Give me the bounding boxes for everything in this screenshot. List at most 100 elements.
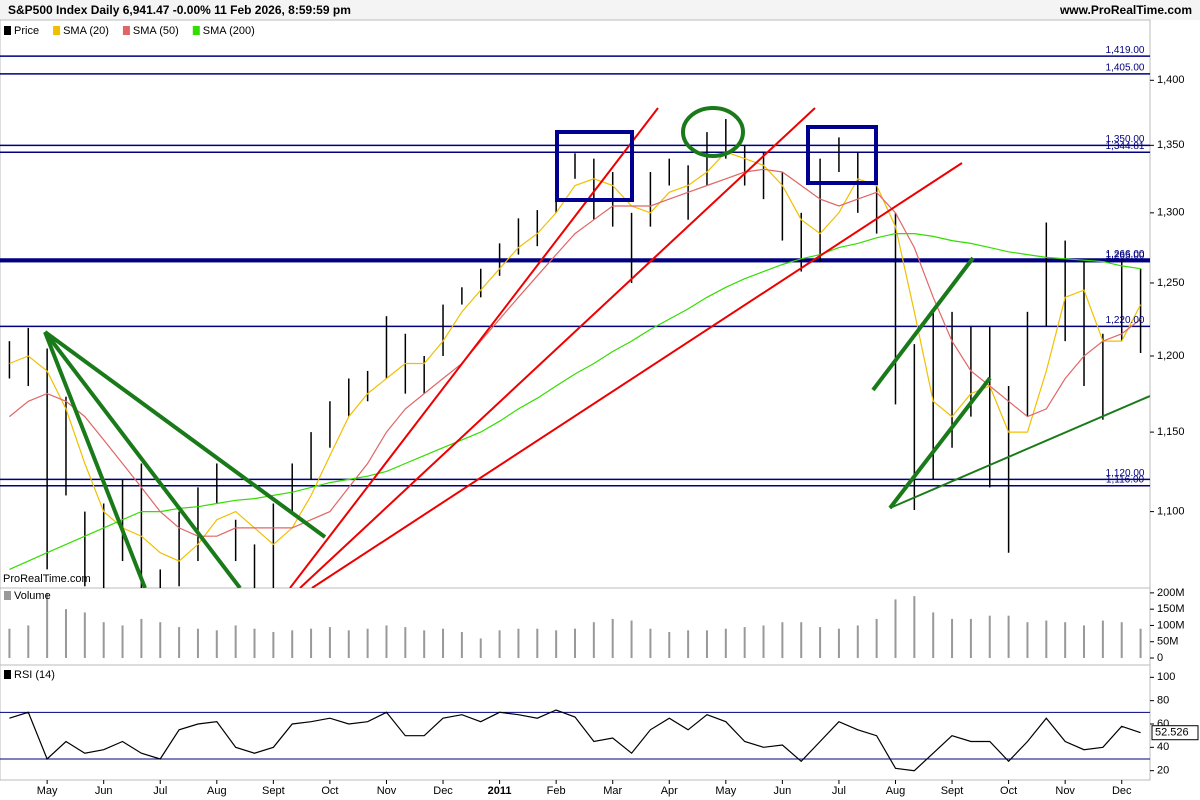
volume-bar bbox=[121, 625, 124, 658]
legend-swatch bbox=[4, 670, 11, 679]
volume-bar bbox=[856, 625, 859, 658]
volume-bar bbox=[894, 599, 897, 658]
volume-bar bbox=[460, 631, 463, 658]
legend-swatch bbox=[4, 26, 11, 35]
header-title: S&P500 Index Daily 6,941.47 -0.00% 11 Fe… bbox=[8, 3, 351, 17]
ma-line bbox=[9, 233, 1141, 570]
volume-bar bbox=[1026, 622, 1029, 658]
last-value-label: 52.526 bbox=[1155, 727, 1189, 739]
volume-bar bbox=[423, 630, 426, 658]
volume-bar bbox=[913, 596, 916, 658]
trendline bbox=[888, 376, 992, 510]
volume-bar bbox=[724, 628, 727, 658]
y-tick-label: 1,250 bbox=[1157, 277, 1185, 289]
x-tick-label: May bbox=[715, 785, 736, 797]
volume-bar bbox=[498, 630, 501, 658]
drawings bbox=[43, 106, 1150, 588]
volume-bar bbox=[46, 592, 49, 658]
volume-bar bbox=[536, 628, 539, 658]
level-label: 1,120.00 bbox=[1106, 468, 1145, 479]
level-label: 1,419.00 bbox=[1106, 45, 1145, 56]
y-tick-label: 0 bbox=[1157, 652, 1163, 664]
x-tick-label: Jul bbox=[153, 785, 167, 797]
y-tick-label: 1,300 bbox=[1157, 207, 1185, 219]
level-label: 1,405.00 bbox=[1106, 63, 1145, 74]
x-tick-label: Dec bbox=[1112, 785, 1132, 797]
volume-bar bbox=[27, 625, 30, 658]
y-tick-label: 100M bbox=[1157, 619, 1185, 631]
y-tick-label: 1,150 bbox=[1157, 426, 1185, 438]
rsi-panel bbox=[0, 664, 1151, 781]
y-tick-label: 1,350 bbox=[1157, 139, 1185, 151]
legend-swatch bbox=[122, 26, 130, 35]
volume-bar bbox=[800, 622, 803, 658]
highlight-circle bbox=[681, 106, 745, 158]
panel-title: Volume bbox=[14, 590, 51, 602]
volume-bar bbox=[951, 618, 954, 658]
x-tick-label: Nov bbox=[377, 785, 397, 797]
volume-bar bbox=[310, 628, 313, 658]
volume-bar bbox=[479, 638, 482, 658]
volume-bar bbox=[1007, 615, 1010, 658]
volume-bar bbox=[8, 628, 11, 658]
volume-bar bbox=[83, 612, 86, 658]
level-label: 1,116.00 bbox=[1106, 474, 1145, 485]
volume-bar bbox=[1045, 620, 1048, 658]
highlight-box bbox=[555, 130, 634, 202]
legend-swatch bbox=[4, 591, 11, 600]
volume-bar bbox=[442, 628, 445, 658]
trendline bbox=[889, 395, 1150, 509]
price-panel bbox=[0, 19, 1151, 589]
header-bar bbox=[0, 0, 1200, 20]
y-tick-label: 1,200 bbox=[1157, 350, 1185, 362]
price-marks bbox=[0, 55, 1150, 588]
volume-bar bbox=[649, 628, 652, 658]
volume-bar bbox=[102, 622, 105, 658]
level-label: 1,265.00 bbox=[1106, 250, 1145, 261]
volume-bar bbox=[969, 618, 972, 658]
y-tick-label: 80 bbox=[1157, 695, 1169, 707]
y-tick-label: 1,100 bbox=[1157, 506, 1185, 518]
legend-label: SMA (20) bbox=[63, 25, 109, 37]
volume-bar bbox=[630, 620, 633, 658]
x-tick-label: Nov bbox=[1055, 785, 1075, 797]
volume-bar bbox=[1083, 625, 1086, 658]
volume-bar bbox=[64, 609, 67, 658]
y-tick-label: 200M bbox=[1157, 587, 1185, 599]
volume-bar bbox=[1120, 622, 1123, 658]
level-label: 1,350.00 bbox=[1106, 134, 1145, 145]
trendline bbox=[43, 330, 327, 539]
legend-label: Price bbox=[14, 25, 39, 37]
level-label: 1,266.00 bbox=[1106, 249, 1145, 260]
volume-bar bbox=[574, 628, 576, 658]
volume-bar bbox=[291, 630, 294, 658]
x-tick-label: 2011 bbox=[488, 785, 512, 797]
volume-bar bbox=[611, 618, 614, 658]
x-tick-label: Oct bbox=[321, 785, 338, 797]
panel-title: RSI (14) bbox=[14, 669, 55, 681]
volume-bar bbox=[385, 625, 388, 658]
trendline bbox=[299, 107, 816, 588]
volume-bar bbox=[234, 625, 237, 658]
legend-label: SMA (50) bbox=[133, 25, 179, 37]
volume-bar bbox=[140, 618, 143, 658]
volume-bar bbox=[159, 622, 162, 658]
x-tick-label: Jul bbox=[832, 785, 846, 797]
x-tick-label: Oct bbox=[1000, 785, 1017, 797]
y-tick-label: 100 bbox=[1157, 671, 1175, 683]
x-tick-label: Dec bbox=[433, 785, 453, 797]
volume-bar bbox=[819, 627, 822, 658]
x-tick-label: Feb bbox=[547, 785, 566, 797]
volume-bar bbox=[366, 628, 369, 658]
highlight-box bbox=[806, 125, 878, 185]
volume-bar bbox=[875, 618, 878, 658]
volume-bar bbox=[743, 627, 746, 658]
x-tick-label: Apr bbox=[661, 785, 678, 797]
volume-bar bbox=[517, 628, 520, 658]
volume-bar bbox=[592, 622, 595, 658]
header-site: www.ProRealTime.com bbox=[1059, 3, 1192, 17]
volume-bar bbox=[196, 628, 199, 658]
x-tick-label: Jun bbox=[95, 785, 113, 797]
ma-line bbox=[9, 168, 1141, 537]
